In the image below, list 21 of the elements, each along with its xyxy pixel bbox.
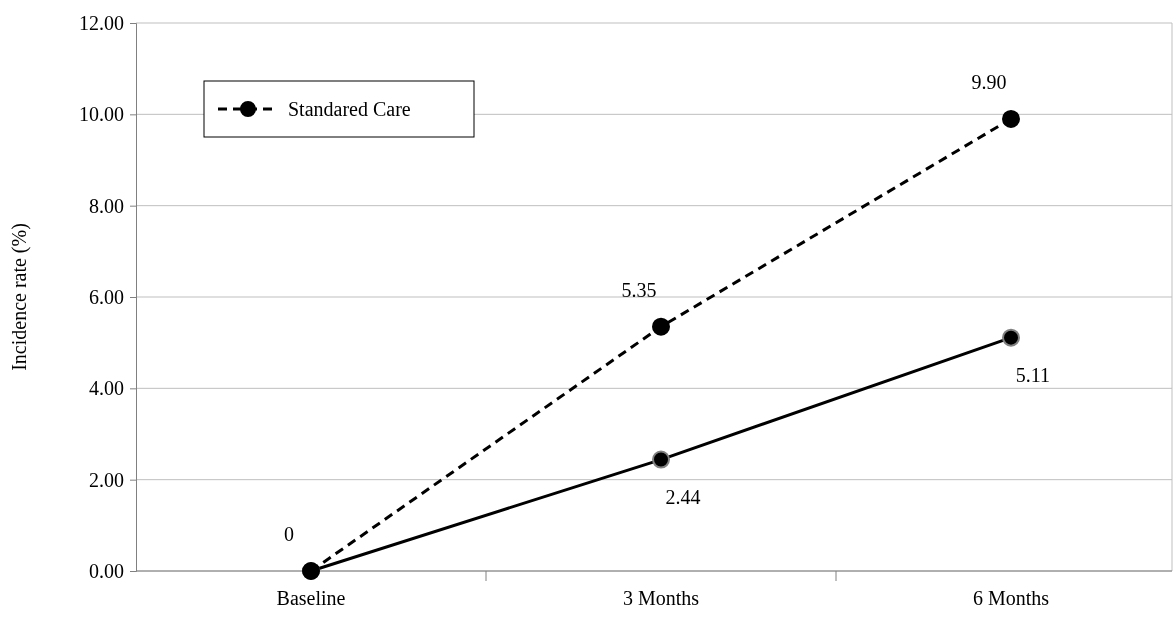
y-tick-label: 4.00 — [89, 377, 124, 400]
y-axis-title: Incidence rate (%) — [8, 223, 31, 371]
data-label: 2.44 — [665, 485, 701, 508]
x-tick-label: Baseline — [276, 587, 346, 609]
y-tick-label: 10.00 — [79, 103, 124, 126]
point — [652, 317, 670, 336]
y-tick-label: 8.00 — [89, 194, 124, 217]
legend-label: Standared Care — [288, 98, 411, 120]
data-label: 5.11 — [1015, 363, 1051, 386]
y-tick-label: 6.00 — [89, 285, 124, 308]
x-tick-label: 3 Months — [622, 587, 700, 609]
x-tick-label: 6 Months — [972, 587, 1050, 609]
data-label: 0 — [284, 523, 294, 545]
point — [652, 450, 670, 469]
y-tick-label: 0.00 — [89, 559, 124, 582]
point — [1002, 328, 1020, 347]
y-tick-label: 2.00 — [89, 468, 124, 491]
data-label: 9.90 — [971, 70, 1007, 93]
point — [1002, 109, 1020, 128]
data-label: 5.35 — [621, 278, 657, 301]
y-tick-label: 12.00 — [79, 11, 124, 34]
